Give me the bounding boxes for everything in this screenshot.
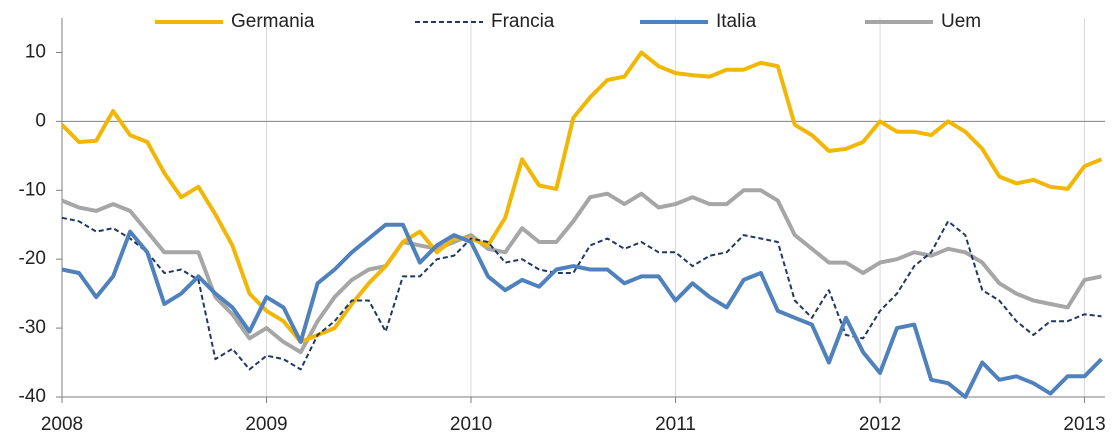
x-tick-label: 2013	[1063, 414, 1105, 435]
series-line	[60, 50, 1103, 344]
x-tick-label: 2010	[450, 414, 492, 435]
y-tick-label: -30	[19, 317, 46, 338]
y-tick-label: -20	[19, 248, 46, 269]
y-tick-label: -40	[19, 386, 46, 407]
series-line	[61, 188, 1102, 355]
x-tick-label: 2009	[245, 414, 287, 435]
legend-label: Italia	[716, 11, 757, 32]
y-tick-label: 10	[25, 41, 46, 62]
legend-label: Germania	[231, 11, 315, 32]
y-tick-label: 0	[35, 110, 46, 131]
legend-label: Francia	[491, 11, 555, 32]
y-tick-label: -10	[19, 179, 46, 200]
x-tick-label: 2008	[41, 414, 83, 435]
series-line	[61, 222, 1103, 399]
series-line	[61, 216, 1102, 371]
x-tick-label: 2012	[859, 414, 901, 435]
legend-label: Uem	[941, 11, 981, 32]
x-tick-label: 2011	[655, 414, 696, 435]
